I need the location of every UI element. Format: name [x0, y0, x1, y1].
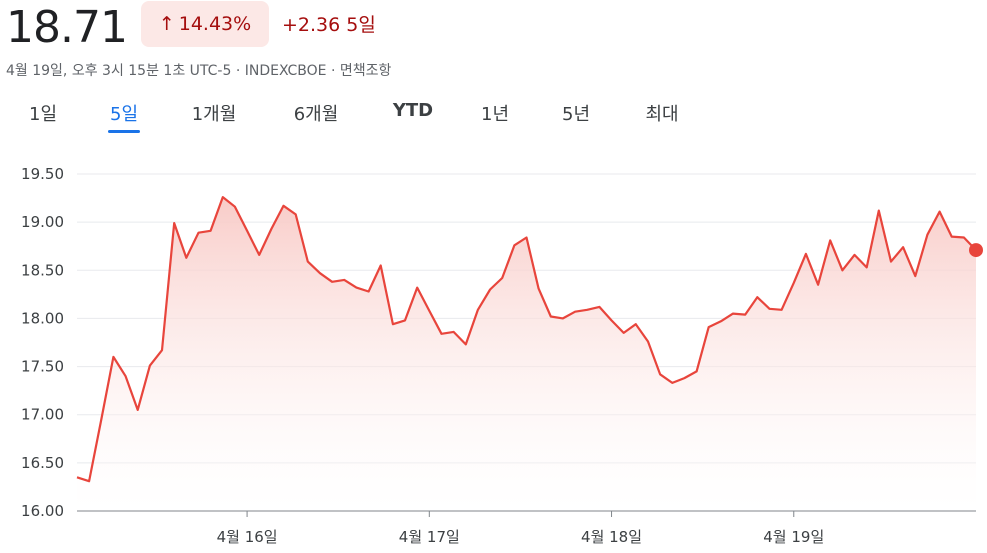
price-line [76, 196, 977, 483]
last-price-marker [969, 243, 983, 258]
tab-5y[interactable]: 5년 [561, 104, 591, 125]
tab-1d[interactable]: 1일 [28, 104, 58, 125]
percent-change-badge: ↑ 14.43% [141, 1, 269, 47]
percent-change: 14.43% [178, 13, 252, 35]
range-tabs: 1일 5일 1개월 6개월 YTD 1년 5년 최대 [0, 96, 987, 136]
tab-1m[interactable]: 1개월 [191, 104, 237, 125]
y-tick-label: 17.00 [21, 406, 64, 424]
tab-max[interactable]: 최대 [645, 104, 679, 125]
tab-6m[interactable]: 6개월 [293, 104, 339, 125]
absolute-change-value: +2.36 [282, 14, 341, 36]
x-tick-label: 4월 17일 [399, 528, 460, 546]
absolute-change: +2.36 5일 [282, 10, 376, 37]
tab-5d[interactable]: 5일 [107, 100, 141, 133]
y-tick-label: 16.00 [21, 502, 64, 520]
x-axis-labels: 4월 16일 4월 17일 4월 18일 4월 19일 [217, 511, 824, 546]
y-tick-label: 18.50 [21, 261, 64, 279]
x-tick-label: 4월 18일 [581, 528, 642, 546]
quote-meta: 4월 19일, 오후 3시 15분 1초 UTC-5 · INDEXCBOE ·… [6, 63, 392, 79]
y-axis-labels: 16.00 16.50 17.00 17.50 18.00 18.50 19.00 19.50 [21, 165, 64, 520]
tab-ytd[interactable]: YTD [392, 100, 434, 121]
tab-1y[interactable]: 1년 [480, 104, 510, 125]
y-tick-label: 18.00 [21, 309, 64, 327]
y-tick-label: 19.00 [21, 213, 64, 231]
y-tick-label: 16.50 [21, 454, 64, 472]
y-tick-label: 19.50 [21, 165, 64, 183]
price-area [77, 197, 976, 511]
current-price: 18.71 [6, 2, 128, 53]
x-tick-label: 4월 16일 [217, 528, 278, 546]
change-period: 5일 [346, 14, 376, 36]
y-tick-label: 17.50 [21, 358, 64, 376]
arrow-up-icon: ↑ [158, 13, 175, 35]
x-tick-label: 4월 19일 [763, 528, 824, 546]
